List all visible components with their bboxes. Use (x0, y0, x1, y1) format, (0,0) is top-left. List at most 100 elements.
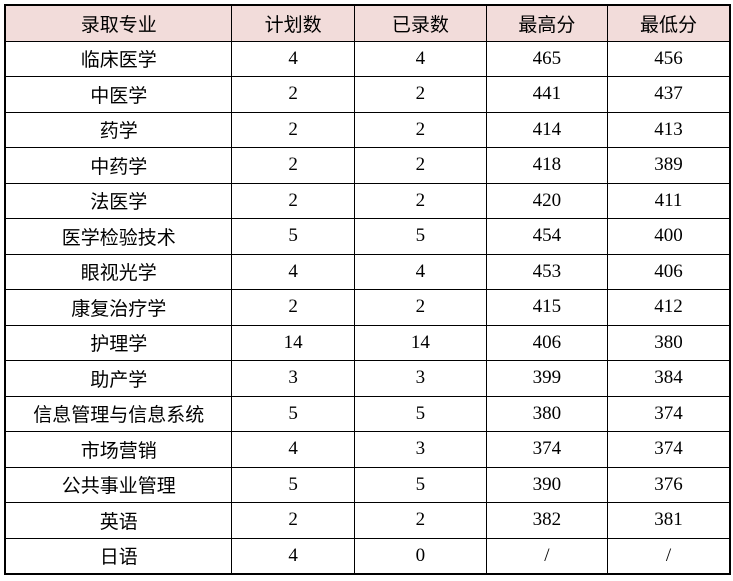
planned-count-cell: 2 (231, 182, 355, 219)
max-score-cell: 465 (485, 40, 608, 77)
min-score-cell: 381 (606, 502, 731, 539)
min-score-cell: 384 (606, 360, 731, 397)
enrolled-count-cell: 2 (353, 289, 487, 326)
table-row: 康复治疗学 2 2 415 412 (4, 289, 731, 326)
planned-count-cell: 4 (231, 431, 355, 468)
max-score-cell: 399 (485, 360, 608, 397)
column-header-max-score: 最高分 (485, 4, 608, 42)
enrolled-count-cell: 4 (353, 253, 487, 290)
max-score-cell: 380 (485, 395, 608, 432)
header-row: 录取专业 计划数 已录数 最高分 最低分 (4, 4, 731, 42)
table-row: 法医学 2 2 420 411 (4, 182, 731, 219)
table-header: 录取专业 计划数 已录数 最高分 最低分 (4, 4, 731, 42)
max-score-cell: / (485, 537, 608, 574)
major-cell: 英语 (4, 502, 233, 539)
table-row: 中医学 2 2 441 437 (4, 76, 731, 113)
major-cell: 信息管理与信息系统 (4, 395, 233, 432)
max-score-cell: 441 (485, 76, 608, 113)
table-row: 中药学 2 2 418 389 (4, 147, 731, 184)
table-row: 英语 2 2 382 381 (4, 502, 731, 539)
major-cell: 法医学 (4, 182, 233, 219)
planned-count-cell: 14 (231, 324, 355, 361)
table-row: 医学检验技术 5 5 454 400 (4, 218, 731, 255)
major-cell: 康复治疗学 (4, 289, 233, 326)
min-score-cell: 412 (606, 289, 731, 326)
max-score-cell: 420 (485, 182, 608, 219)
major-cell: 市场营销 (4, 431, 233, 468)
max-score-cell: 390 (485, 466, 608, 503)
min-score-cell: 374 (606, 431, 731, 468)
max-score-cell: 418 (485, 147, 608, 184)
table-row: 日语 4 0 / / (4, 537, 731, 574)
column-header-min-score: 最低分 (606, 4, 731, 42)
table-row: 护理学 14 14 406 380 (4, 324, 731, 361)
min-score-cell: / (606, 537, 731, 574)
major-cell: 药学 (4, 111, 233, 148)
table-row: 公共事业管理 5 5 390 376 (4, 466, 731, 503)
planned-count-cell: 2 (231, 502, 355, 539)
major-cell: 眼视光学 (4, 253, 233, 290)
enrolled-count-cell: 5 (353, 218, 487, 255)
planned-count-cell: 2 (231, 111, 355, 148)
max-score-cell: 454 (485, 218, 608, 255)
column-header-planned-count: 计划数 (231, 4, 355, 42)
column-header-enrolled-count: 已录数 (353, 4, 487, 42)
min-score-cell: 413 (606, 111, 731, 148)
min-score-cell: 437 (606, 76, 731, 113)
max-score-cell: 406 (485, 324, 608, 361)
table-row: 药学 2 2 414 413 (4, 111, 731, 148)
enrolled-count-cell: 2 (353, 147, 487, 184)
planned-count-cell: 2 (231, 147, 355, 184)
admission-results-table: 录取专业 计划数 已录数 最高分 最低分 临床医学 4 4 465 456 中医… (4, 4, 731, 575)
enrolled-count-cell: 3 (353, 360, 487, 397)
max-score-cell: 453 (485, 253, 608, 290)
table-row: 市场营销 4 3 374 374 (4, 431, 731, 468)
table-row: 助产学 3 3 399 384 (4, 360, 731, 397)
major-cell: 日语 (4, 537, 233, 574)
planned-count-cell: 3 (231, 360, 355, 397)
enrolled-count-cell: 5 (353, 466, 487, 503)
planned-count-cell: 4 (231, 253, 355, 290)
major-cell: 医学检验技术 (4, 218, 233, 255)
enrolled-count-cell: 3 (353, 431, 487, 468)
table-body: 临床医学 4 4 465 456 中医学 2 2 441 437 药学 2 2 … (4, 40, 731, 574)
min-score-cell: 376 (606, 466, 731, 503)
min-score-cell: 389 (606, 147, 731, 184)
major-cell: 中医学 (4, 76, 233, 113)
enrolled-count-cell: 2 (353, 182, 487, 219)
planned-count-cell: 4 (231, 537, 355, 574)
enrolled-count-cell: 14 (353, 324, 487, 361)
min-score-cell: 400 (606, 218, 731, 255)
planned-count-cell: 2 (231, 76, 355, 113)
table-row: 信息管理与信息系统 5 5 380 374 (4, 395, 731, 432)
enrolled-count-cell: 4 (353, 40, 487, 77)
enrolled-count-cell: 2 (353, 76, 487, 113)
planned-count-cell: 2 (231, 289, 355, 326)
planned-count-cell: 5 (231, 218, 355, 255)
table-row: 临床医学 4 4 465 456 (4, 40, 731, 77)
min-score-cell: 374 (606, 395, 731, 432)
major-cell: 助产学 (4, 360, 233, 397)
max-score-cell: 415 (485, 289, 608, 326)
min-score-cell: 456 (606, 40, 731, 77)
enrolled-count-cell: 0 (353, 537, 487, 574)
enrolled-count-cell: 5 (353, 395, 487, 432)
planned-count-cell: 5 (231, 395, 355, 432)
enrolled-count-cell: 2 (353, 502, 487, 539)
min-score-cell: 380 (606, 324, 731, 361)
major-cell: 临床医学 (4, 40, 233, 77)
enrolled-count-cell: 2 (353, 111, 487, 148)
planned-count-cell: 5 (231, 466, 355, 503)
major-cell: 护理学 (4, 324, 233, 361)
major-cell: 公共事业管理 (4, 466, 233, 503)
min-score-cell: 411 (606, 182, 731, 219)
planned-count-cell: 4 (231, 40, 355, 77)
column-header-major: 录取专业 (4, 4, 233, 42)
max-score-cell: 382 (485, 502, 608, 539)
min-score-cell: 406 (606, 253, 731, 290)
max-score-cell: 374 (485, 431, 608, 468)
table-row: 眼视光学 4 4 453 406 (4, 253, 731, 290)
max-score-cell: 414 (485, 111, 608, 148)
major-cell: 中药学 (4, 147, 233, 184)
